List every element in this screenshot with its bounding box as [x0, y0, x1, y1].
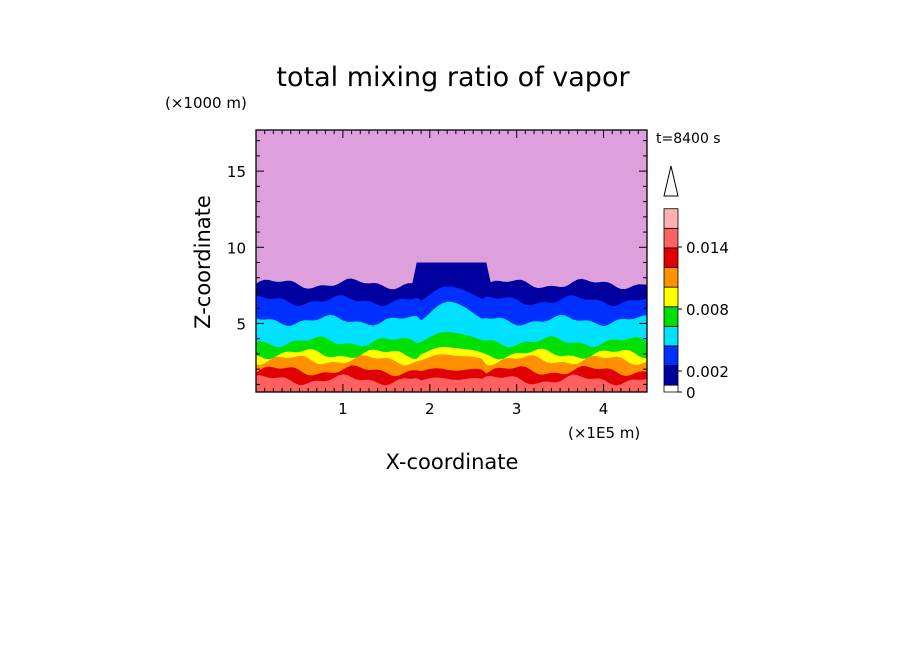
colorbar-segment [663, 267, 679, 288]
chart-title: total mixing ratio of vapor [276, 62, 630, 93]
y-unit-label: (×1000 m) [165, 94, 247, 112]
colorbar-extend-arrow [663, 165, 679, 197]
x-unit-label: (×1E5 m) [568, 424, 640, 442]
x-tick-label: 4 [599, 400, 609, 418]
y-axis-ticks: 5 10 15 [227, 163, 246, 333]
colorbar-segment [663, 365, 679, 386]
layer-0.012 [256, 374, 647, 392]
colorbar-segment [663, 306, 679, 327]
colorbar-segment [663, 208, 679, 229]
x-tick-label: 1 [338, 400, 348, 418]
y-tick-label: 15 [227, 163, 246, 181]
colorbar-tick-label: 0.014 [686, 239, 729, 257]
colorbar-segment [663, 345, 679, 366]
x-tick-label: 2 [425, 400, 435, 418]
x-tick-label: 3 [512, 400, 522, 418]
y-tick-label: 10 [227, 239, 246, 257]
colorbar-segment [663, 227, 679, 249]
colorbar-segment [663, 325, 679, 347]
colorbar: 0 0.002 0.008 0.014 [663, 165, 729, 402]
plot-frame [255, 129, 648, 393]
time-label: t=8400 s [656, 131, 721, 147]
x-axis-ticks: 1 2 3 4 [338, 400, 608, 418]
colorbar-segment [663, 247, 679, 268]
colorbar-segment [663, 286, 679, 308]
y-tick-label: 5 [236, 315, 246, 333]
colorbar-tick-label: 0.002 [686, 363, 729, 381]
colorbar-tick-label: 0 [686, 384, 696, 402]
y-axis-label: Z-coordinate [191, 195, 215, 329]
x-axis-label: X-coordinate [386, 450, 519, 474]
contour-fill-layers [256, 130, 647, 392]
colorbar-tick-label: 0.008 [686, 301, 729, 319]
colorbar-segment [663, 384, 679, 393]
